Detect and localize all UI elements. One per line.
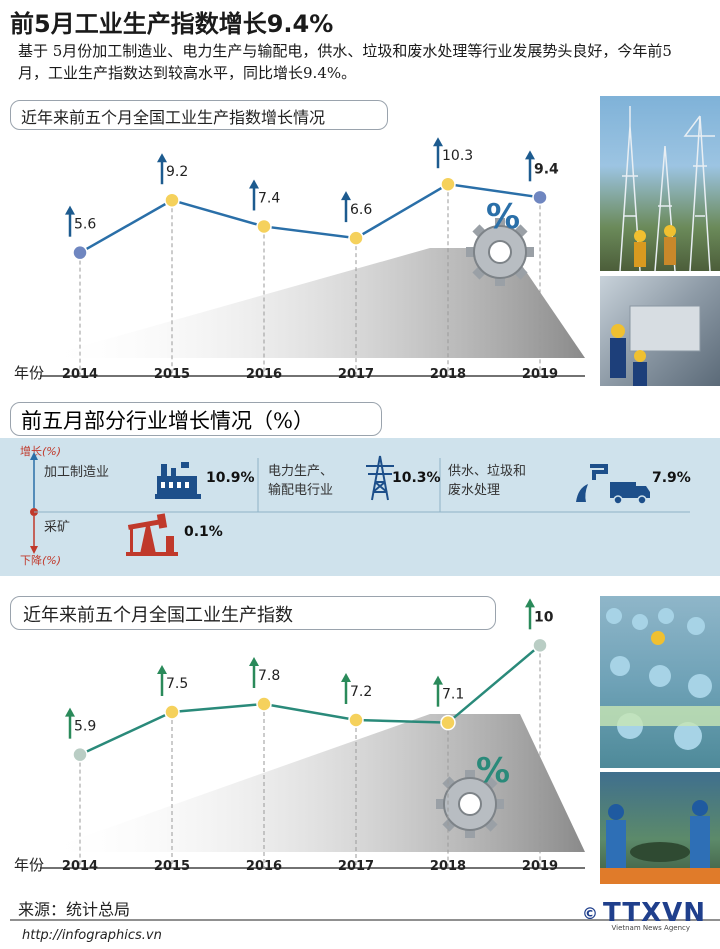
data-label: 9.2 [166,164,188,180]
industry-value-mining: 0.1% [184,524,223,540]
source-text: 来源：统计总局 [18,900,131,919]
up-axis-label: 增长(%) [20,445,62,458]
up-arrow-head [525,598,535,608]
up-arrow-head [433,675,443,685]
up-arrow-head [65,205,75,215]
x-tick-label: 2019 [522,367,558,382]
x-tick-label: 2014 [62,859,98,874]
industry-name-mining: 采矿 [44,520,71,535]
data-label: 5.6 [74,217,96,233]
industry-panel [0,438,720,576]
industry-value-manufacturing: 10.9% [206,470,255,486]
up-arrow-head [157,153,167,163]
source-url[interactable]: http://infographics.vn [22,928,162,943]
up-arrow-head [65,707,75,717]
up-arrow-head [341,673,351,682]
x-axis-unit-label: 年份 [14,364,44,382]
x-tick-label: 2019 [522,859,558,874]
x-tick-label: 2018 [430,367,466,382]
data-label: 5.9 [74,719,96,735]
section-2-title: 前五月部分行业增长情况（%） [10,402,382,436]
industry-name-power: 电力生产、 输配电行业 [268,464,334,498]
data-label: 7.2 [350,684,372,700]
up-arrow-head [249,179,259,189]
chart-1: 年份% 2014 2015 2016 2017 2018 2019 5.6 9.2 7.4 6.6 1… [14,137,585,382]
industry-value-power: 10.3% [392,470,441,486]
intro-text: 基于 5月份加工制造业、电力生产与输配电，供水、垃圾和废水处理等行业发展势头良好… [18,42,672,82]
industry-value-water: 7.9% [652,470,691,486]
x-tick-label: 2015 [154,859,190,874]
x-axis-unit-label: 年份 [14,856,44,874]
x-tick-label: 2015 [154,367,190,382]
data-point [440,176,456,192]
x-tick-label: 2016 [246,367,282,382]
industry-name-water: 供水、垃圾和 废水处理 [448,464,527,498]
up-arrow-head [157,665,167,674]
percent-icon: % [476,751,510,791]
percent-icon: % [486,197,520,237]
footer-divider [10,919,720,921]
down-axis-label: 下降(%) [20,554,62,567]
chart-2-title: 近年来前五个月全国工业生产指数 [10,596,496,630]
x-tick-label: 2017 [338,859,374,874]
food-workers-photo [600,772,720,884]
seafood-processing-photo [600,596,720,768]
up-arrow-head [525,150,535,160]
data-label: 7.5 [166,676,188,692]
page-title: 前5月工业生产指数增长9.4% [10,10,334,38]
data-point [348,230,364,246]
data-point [532,189,548,206]
industry-name-manufacturing: 加工制造业 [44,465,110,480]
power-tower-icon [366,455,394,501]
data-point [164,704,180,720]
data-point [256,696,272,712]
series-line [79,182,541,254]
x-tick-label: 2017 [338,367,374,382]
data-point [72,746,88,763]
data-label: 7.1 [442,687,464,703]
data-label: 10 [534,609,554,625]
data-point [348,712,364,728]
data-label: 7.8 [258,668,280,684]
chart-2: 年份% 2014 2015 2016 2017 2018 2019 5.9 7.5 7.8 7.2 7… [14,598,585,874]
x-tick-label: 2018 [430,859,466,874]
up-arrow-head [433,137,443,147]
background-ramp [40,248,585,358]
factory-workers-photo [600,276,720,386]
data-point [440,714,456,731]
data-label: 6.6 [350,202,372,218]
series-line [79,644,541,756]
logo-subtitle: Vietnam News Agency [611,924,690,932]
up-arrow-head [249,657,259,666]
x-tick-label: 2016 [246,859,282,874]
chart-1-title: 近年来前五个月全国工业生产指数增长情况 [10,100,388,130]
x-tick-label: 2014 [62,367,98,382]
gear-icon [436,770,504,838]
gear-icon [466,218,534,286]
oil-pump-icon [126,513,178,556]
up-arrow-head [341,191,351,201]
data-point [72,244,88,261]
data-point [532,637,548,654]
industry-axis [30,452,690,554]
power-station-photo [600,96,720,272]
data-label: 7.4 [258,190,280,206]
data-point [164,192,180,208]
data-label: 9.4 [534,161,559,177]
data-label: 10.3 [442,148,473,164]
water-truck-icon [576,464,650,505]
ttxvn-logo: © TTXVN [582,898,706,928]
data-point [256,218,272,235]
factory-icon [155,462,201,499]
